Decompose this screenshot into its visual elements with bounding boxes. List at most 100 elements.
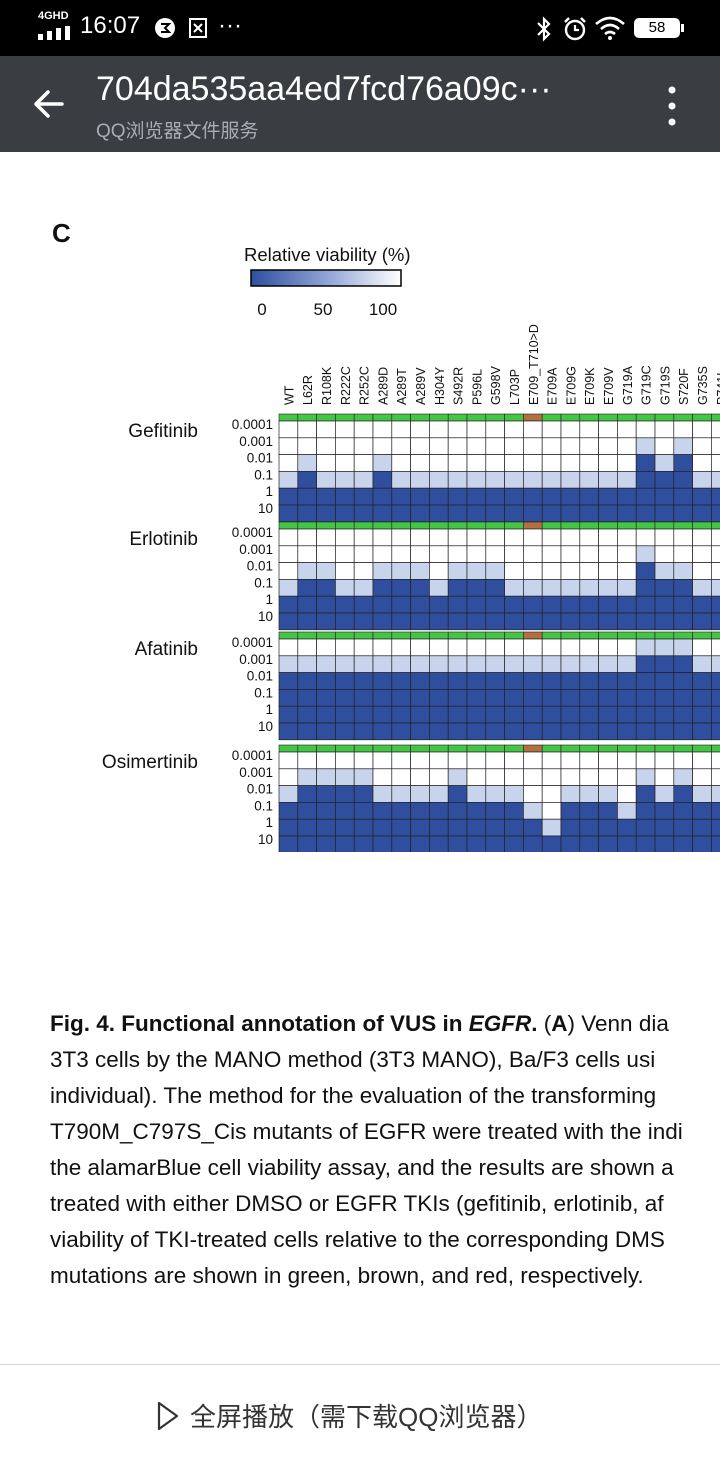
heatmap-cell <box>372 802 393 820</box>
mutation-class-cell <box>278 631 299 640</box>
document-viewer[interactable]: C Relative viability (%) 0 50 100 WT L62R… <box>0 152 720 1364</box>
heatmap-cell <box>635 751 656 770</box>
heatmap-cell <box>579 705 599 724</box>
heatmap-cell <box>692 454 712 472</box>
heatmap-cell <box>410 612 430 631</box>
heatmap-cell <box>598 595 618 614</box>
heatmap-cell <box>654 835 675 852</box>
heatmap-cell <box>541 655 562 673</box>
heatmap-cell <box>711 818 720 837</box>
heatmap-cell <box>711 672 720 690</box>
heatmap-cell <box>485 528 505 547</box>
heatmap-cell <box>353 818 374 837</box>
mutation-class-cell <box>711 631 720 640</box>
heatmap-cell <box>504 504 524 523</box>
heatmap-cell <box>617 751 637 770</box>
heatmap-cell <box>391 545 411 563</box>
heatmap-cell <box>673 454 693 472</box>
heatmap-cell <box>523 504 543 523</box>
mutant-label-E709V: E709V <box>602 367 616 405</box>
back-arrow-icon[interactable] <box>28 84 68 124</box>
concentration-label: 0.01 <box>247 559 273 574</box>
heatmap-cell <box>673 818 693 837</box>
heatmap-cell <box>560 722 581 741</box>
heatmap-cell <box>692 705 712 724</box>
mutant-label-A289D: A289D <box>376 367 390 405</box>
caption-line: treated with either DMSO or EGFR TKIs (g… <box>50 1191 664 1216</box>
heatmap-cell <box>560 579 581 597</box>
mutation-class-cell <box>278 744 299 753</box>
heatmap-cell <box>560 655 581 673</box>
heatmap-cell <box>560 504 581 523</box>
heatmap-cell <box>485 751 505 770</box>
heatmap-cell <box>410 420 430 439</box>
heatmap-cell <box>485 545 505 563</box>
heatmap-cell <box>617 655 637 673</box>
heatmap-cell <box>635 705 656 724</box>
heatmap-cell <box>673 672 693 690</box>
heatmap-cell <box>673 751 693 770</box>
heatmap-cell <box>711 705 720 724</box>
heatmap-cell <box>372 562 393 580</box>
heatmap-cell <box>654 454 675 472</box>
mutation-class-cell <box>617 521 637 530</box>
heatmap-cell <box>504 528 524 547</box>
heatmap-cell <box>485 655 505 673</box>
heatmap-cell <box>278 689 299 707</box>
mutation-class-cell <box>353 413 374 422</box>
drug-label-gefitinib: Gefitinib <box>128 421 198 442</box>
heatmap-cell <box>654 689 675 707</box>
heatmap-cell <box>504 705 524 724</box>
heatmap-cell <box>466 672 487 690</box>
mutation-class-cell <box>297 631 317 640</box>
heatmap-cell <box>579 722 599 741</box>
heatmap-cell <box>335 638 355 657</box>
heatmap-cell <box>466 655 487 673</box>
heatmap-cell <box>598 437 618 455</box>
heatmap-cell <box>353 595 374 614</box>
heatmap-cell <box>617 722 637 741</box>
heatmap-cell <box>692 420 712 439</box>
mutant-label-G598V: G598V <box>489 365 503 405</box>
mutation-class-cell <box>466 521 487 530</box>
heatmap-cell <box>560 545 581 563</box>
fullscreen-play-bar[interactable]: 全屏播放（需下载QQ浏览器） <box>0 1364 720 1461</box>
heatmap-cell <box>711 785 720 803</box>
heatmap-cell <box>523 562 543 580</box>
mutation-class-cell <box>635 521 656 530</box>
heatmap-cell <box>541 454 562 472</box>
heatmap-cell <box>278 420 299 439</box>
heatmap-cell <box>410 722 430 741</box>
heatmap-cell <box>429 595 449 614</box>
heatmap-cell <box>560 528 581 547</box>
mutant-label-E709G: E709G <box>564 366 578 405</box>
heatmap-cell <box>579 835 599 852</box>
heatmap-cell <box>598 689 618 707</box>
concentration-label: 0.001 <box>239 652 273 667</box>
heatmap-cell <box>372 612 393 631</box>
heatmap-cell <box>372 705 393 724</box>
heatmap-cell <box>297 504 317 523</box>
status-bar: 4GHD 16:07 ··· 58 <box>0 0 720 56</box>
heatmap-cell <box>372 528 393 547</box>
mutation-class-cell <box>335 631 355 640</box>
mutation-class-cell <box>579 413 599 422</box>
heatmap-cell <box>429 612 449 631</box>
heatmap-cell <box>485 672 505 690</box>
heatmap-cell <box>297 689 317 707</box>
heatmap-cell <box>692 672 712 690</box>
heatmap-cell <box>485 689 505 707</box>
heatmap-cell <box>429 818 449 837</box>
heatmap-cell <box>523 579 543 597</box>
more-vert-icon[interactable] <box>660 84 684 128</box>
heatmap-cell <box>353 487 374 506</box>
heatmap-cell <box>372 437 393 455</box>
mutation-class-cell <box>504 744 524 753</box>
heatmap-cell <box>635 528 656 547</box>
heatmap-cell <box>523 437 543 455</box>
heatmap-cell <box>504 722 524 741</box>
heatmap-cell <box>711 595 720 614</box>
mutation-class-cell <box>673 521 693 530</box>
heatmap-cell <box>372 818 393 837</box>
heatmap-cell <box>617 504 637 523</box>
